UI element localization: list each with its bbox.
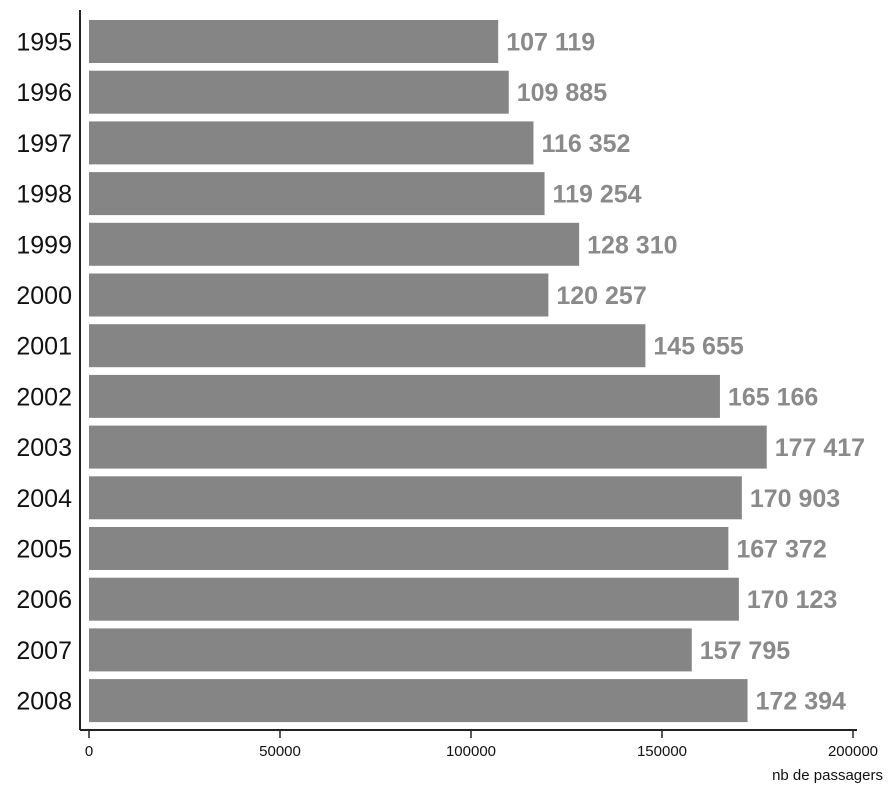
- value-label-2006: 170 123: [747, 586, 837, 614]
- value-label-2005: 167 372: [736, 536, 826, 564]
- category-label-2008: 2008: [16, 688, 72, 716]
- category-label-2006: 2006: [16, 586, 72, 614]
- category-label-2004: 2004: [16, 485, 72, 513]
- bar-1998: [89, 172, 545, 216]
- bar-2000: [89, 273, 549, 317]
- x-tick-label-50000: 50000: [259, 743, 301, 760]
- bar-2006: [89, 577, 739, 621]
- axis-layer: 0 50000 100000 150000 200000 nb de passagers: [79, 10, 883, 784]
- category-label-2001: 2001: [16, 333, 72, 361]
- bar-1996: [89, 70, 509, 114]
- category-label-2003: 2003: [16, 434, 72, 462]
- x-tick-label-100000: 100000: [446, 743, 496, 760]
- bar-2002: [89, 374, 720, 418]
- x-tick-label-150000: 150000: [637, 743, 687, 760]
- x-axis-label: nb de passagers: [772, 767, 883, 784]
- bar-2008: [89, 679, 748, 723]
- x-tick-label-0: 0: [85, 743, 93, 760]
- labels-layer: 1995 107 119 1996 109 885 1997 116 352 1998 119…: [16, 29, 865, 716]
- value-label-2000: 120 257: [556, 282, 646, 310]
- category-label-1995: 1995: [16, 29, 72, 57]
- bar-2005: [89, 527, 729, 570]
- category-label-1998: 1998: [16, 181, 72, 209]
- value-label-2003: 177 417: [775, 434, 865, 462]
- category-label-2007: 2007: [16, 637, 72, 665]
- value-label-2001: 145 655: [653, 333, 743, 361]
- category-label-1996: 1996: [16, 79, 72, 107]
- bar-2004: [89, 476, 742, 520]
- value-label-2002: 165 166: [728, 383, 818, 411]
- value-label-2008: 172 394: [756, 688, 846, 716]
- value-label-1997: 116 352: [541, 130, 630, 158]
- bars-layer: [89, 20, 767, 723]
- value-label-1998: 119 254: [553, 181, 642, 209]
- value-label-1996: 109 885: [517, 79, 607, 107]
- x-tick-label-200000: 200000: [828, 743, 878, 760]
- bar-1999: [89, 222, 580, 266]
- value-label-2004: 170 903: [750, 485, 840, 513]
- category-label-2000: 2000: [16, 282, 72, 310]
- bar-2003: [89, 425, 767, 469]
- value-label-2007: 157 795: [700, 637, 790, 665]
- category-label-1997: 1997: [16, 130, 72, 158]
- category-label-1999: 1999: [16, 231, 72, 259]
- bar-2007: [89, 628, 692, 672]
- bar-2001: [89, 324, 646, 368]
- category-label-2005: 2005: [16, 536, 72, 564]
- category-label-2002: 2002: [16, 383, 72, 411]
- value-label-1995: 107 119: [506, 29, 595, 57]
- bar-1997: [89, 121, 534, 165]
- value-label-1999: 128 310: [587, 231, 677, 259]
- bar-1995: [89, 20, 499, 63]
